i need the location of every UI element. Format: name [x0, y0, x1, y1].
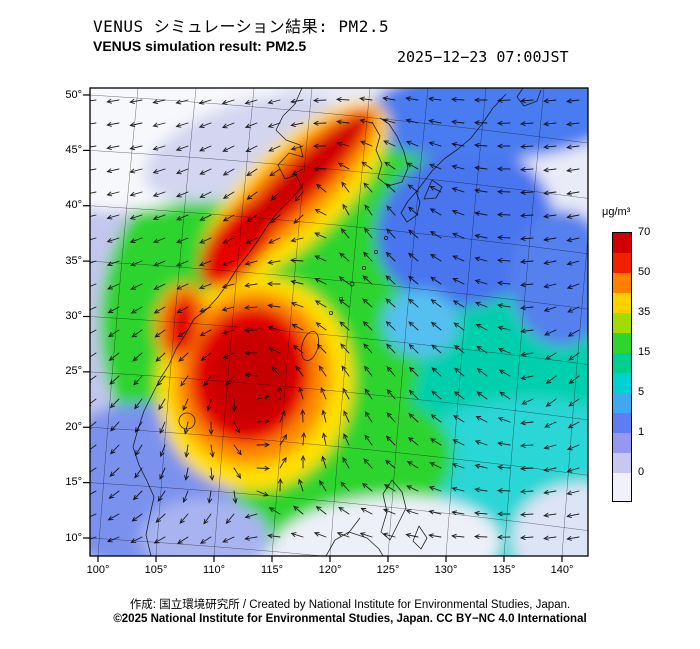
colorbar-segment — [613, 433, 631, 453]
colorbar-segment — [613, 313, 631, 333]
coastline-honshu — [415, 93, 507, 193]
copyright-line: ©2025 National Institute for Environment… — [113, 613, 587, 625]
graticule-lines — [90, 88, 588, 556]
lat-tick-label: 30° — [65, 310, 82, 322]
pm25-concentration-field — [90, 88, 588, 556]
colorbar-segment — [613, 453, 631, 473]
colorbar-scale — [612, 232, 632, 502]
colorbar-tick-label: 1 — [638, 425, 645, 438]
colorbar-segment — [613, 413, 631, 433]
ryukyu-island — [349, 281, 355, 287]
lat-tick-label: 15° — [65, 476, 82, 489]
longitude-axis-labels: 100° 105° 110° 115° 120° 125° 130° 135° 140° — [87, 564, 588, 580]
colorbar-segment — [613, 393, 631, 413]
lon-tick-label: 140° — [550, 564, 574, 576]
colorbar-segment — [613, 273, 631, 293]
colorbar-segment — [613, 473, 631, 501]
colorbar-segment — [613, 333, 631, 353]
lon-tick-label: 120° — [318, 564, 342, 576]
colorbar-tick-label: 0 — [638, 465, 645, 478]
colorbar-tick-label: 35 — [638, 305, 651, 318]
page-title-english: VENUS simulation result: PM2.5 — [93, 38, 307, 54]
lat-tick-label: 45° — [65, 143, 82, 156]
coastline-kyushu — [400, 191, 421, 223]
axis-ticks — [83, 94, 563, 562]
wind-vector-arrows — [90, 96, 580, 545]
colorbar-tick-labels: 70 50 35 15 5 1 0 — [638, 226, 664, 512]
lon-tick-label: 115° — [261, 564, 283, 576]
lat-tick-label: 35° — [65, 254, 82, 267]
colorbar-unit-label: μg/m³ — [602, 206, 631, 218]
lat-tick-label: 40° — [65, 199, 82, 212]
colorbar-segment — [613, 353, 631, 373]
lon-tick-label: 105° — [144, 564, 168, 576]
lat-tick-label: 25° — [65, 365, 82, 378]
coastline-hainan — [178, 412, 196, 430]
colorbar-tick-label: 5 — [638, 385, 645, 398]
ryukyu-island — [328, 310, 333, 315]
colorbar-tick-label: 70 — [638, 225, 651, 238]
latitude-axis-labels: 50° 45° 40° 35° 30° 25° 20° 15° 10° — [40, 88, 84, 560]
coastline-taiwan — [300, 330, 320, 362]
colorbar-segment — [613, 293, 631, 313]
lat-tick-label: 10° — [65, 531, 82, 544]
coastline-borneo — [325, 531, 384, 556]
lon-tick-label: 135° — [492, 564, 516, 576]
ryukyu-island — [361, 265, 366, 270]
lat-tick-label: 50° — [65, 88, 82, 101]
lon-tick-label: 125° — [376, 564, 400, 576]
coastline-korea — [371, 117, 409, 187]
ryukyu-island — [373, 249, 378, 254]
colorbar-segment — [613, 253, 631, 273]
ryukyu-island — [383, 235, 388, 240]
simulation-map — [83, 87, 589, 562]
coastline-luzon — [380, 479, 407, 541]
valid-time-label: 2025−12−23 07:00JST — [397, 48, 569, 66]
lon-tick-label: 130° — [434, 564, 458, 576]
coastline-hokkaido — [516, 88, 542, 107]
coastline-shikoku — [423, 179, 443, 200]
coastlines — [132, 88, 542, 556]
lon-tick-label: 100° — [86, 564, 110, 576]
colorbar-tick-label: 15 — [638, 345, 651, 358]
colorbar-tick-label: 50 — [638, 265, 651, 278]
lon-tick-label: 110° — [203, 564, 225, 576]
colorbar-segment — [613, 233, 631, 253]
lat-tick-label: 20° — [65, 420, 82, 433]
map-frame — [89, 87, 589, 557]
colorbar-segment — [613, 373, 631, 393]
page-title-japanese: VENUS シミュレーション結果: PM2.5 — [93, 17, 390, 36]
credit-line: 作成: 国立環境研究所 / Created by National Instit… — [129, 599, 571, 611]
coastline-china-vietnam — [132, 88, 304, 556]
